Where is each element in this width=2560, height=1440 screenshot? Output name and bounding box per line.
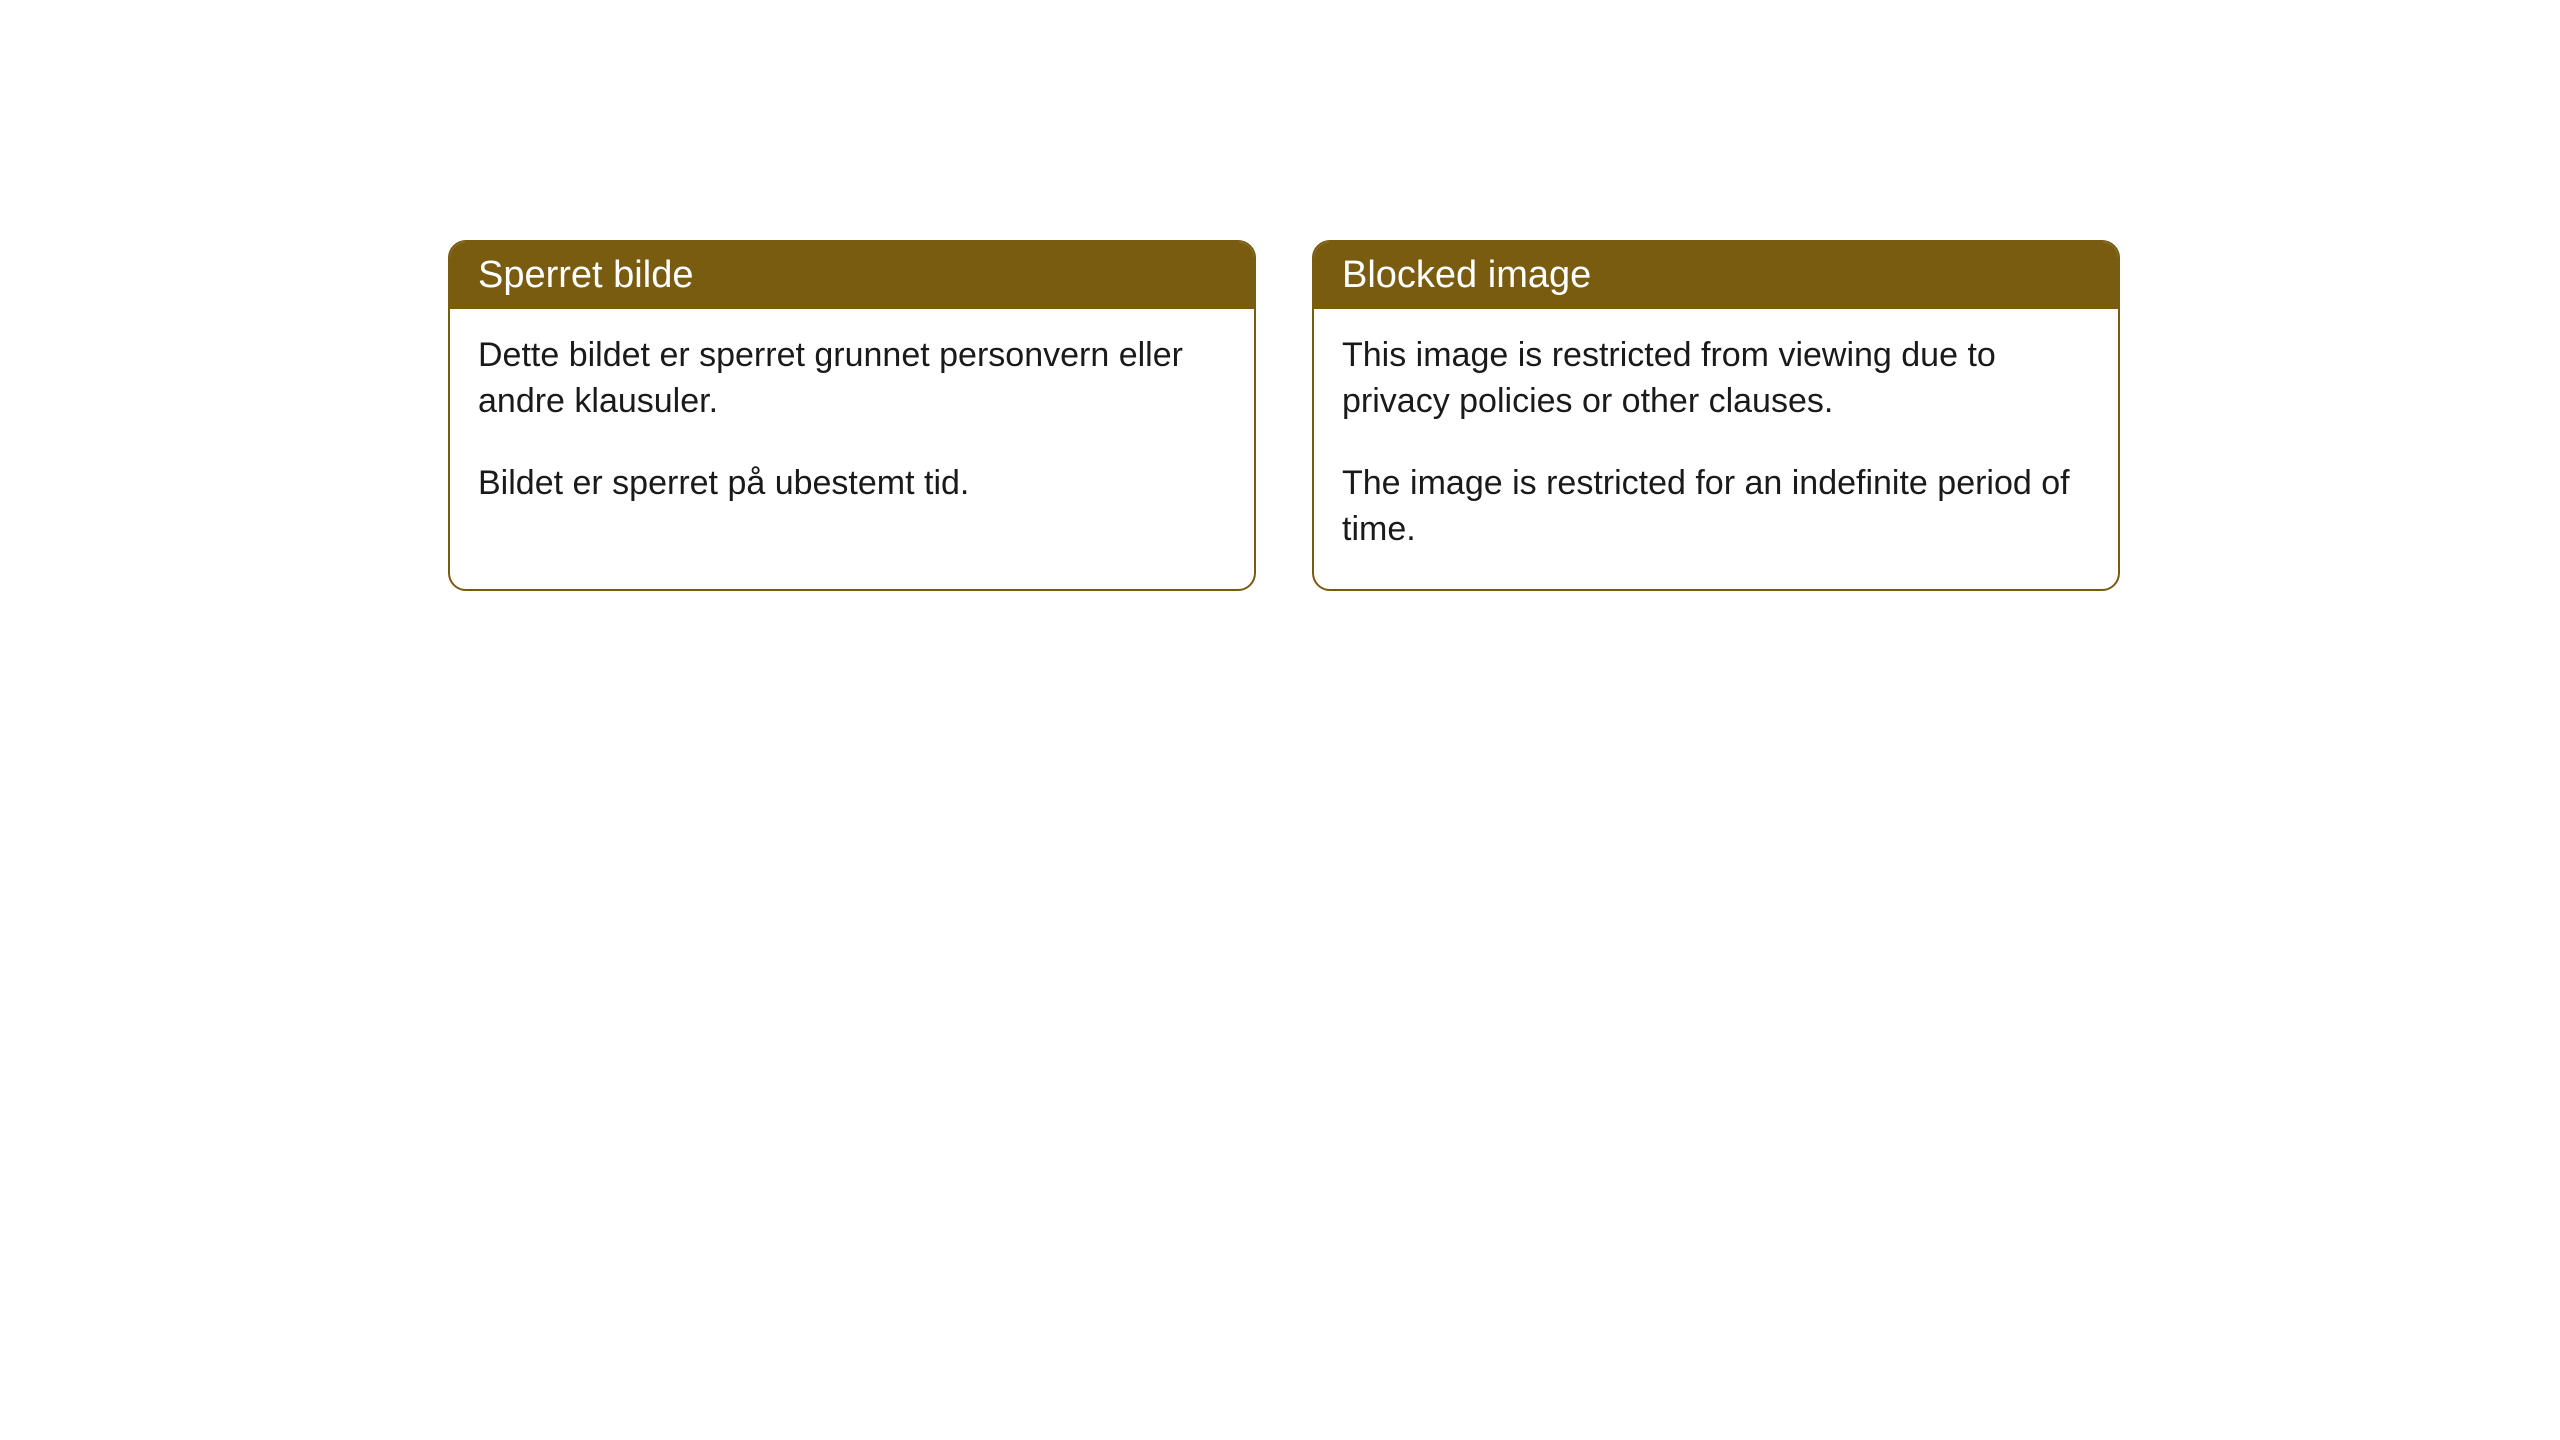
notice-header: Sperret bilde xyxy=(450,242,1254,309)
notice-body: This image is restricted from viewing du… xyxy=(1314,309,2118,589)
notice-paragraph: Bildet er sperret på ubestemt tid. xyxy=(478,461,1226,507)
notice-paragraph: This image is restricted from viewing du… xyxy=(1342,333,2090,425)
notice-paragraph: Dette bildet er sperret grunnet personve… xyxy=(478,333,1226,425)
notice-card-english: Blocked image This image is restricted f… xyxy=(1312,240,2120,591)
notice-header: Blocked image xyxy=(1314,242,2118,309)
notice-body: Dette bildet er sperret grunnet personve… xyxy=(450,309,1254,543)
notice-title: Sperret bilde xyxy=(478,254,693,296)
notice-container: Sperret bilde Dette bildet er sperret gr… xyxy=(0,0,2560,591)
notice-paragraph: The image is restricted for an indefinit… xyxy=(1342,461,2090,553)
notice-title: Blocked image xyxy=(1342,254,1591,296)
notice-card-norwegian: Sperret bilde Dette bildet er sperret gr… xyxy=(448,240,1256,591)
